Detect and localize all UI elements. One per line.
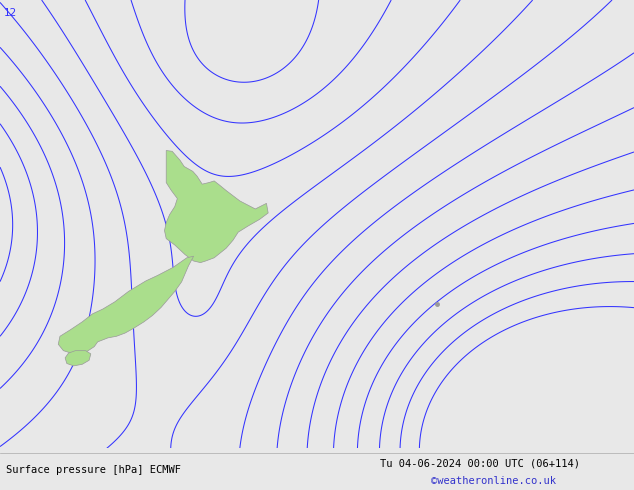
Text: ©weatheronline.co.uk: ©weatheronline.co.uk bbox=[431, 476, 556, 486]
Text: 12: 12 bbox=[3, 8, 16, 18]
Polygon shape bbox=[164, 150, 268, 263]
Polygon shape bbox=[65, 351, 91, 366]
Polygon shape bbox=[58, 256, 193, 355]
Text: Surface pressure [hPa] ECMWF: Surface pressure [hPa] ECMWF bbox=[6, 466, 181, 475]
Text: Tu 04-06-2024 00:00 UTC (06+114): Tu 04-06-2024 00:00 UTC (06+114) bbox=[380, 458, 580, 468]
